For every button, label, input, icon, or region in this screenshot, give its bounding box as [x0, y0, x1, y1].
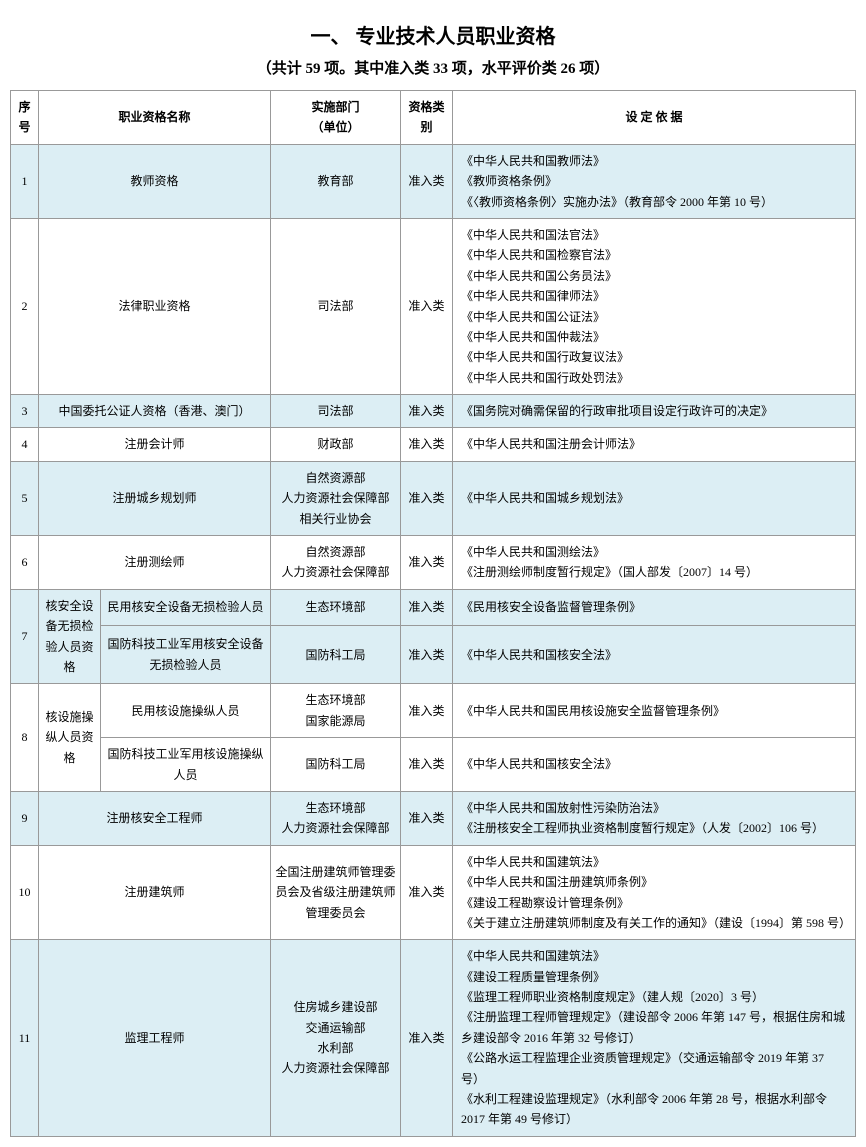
- cell-cat: 准入类: [401, 461, 453, 535]
- cell-dept: 自然资源部 人力资源社会保障部: [271, 536, 401, 590]
- table-row: 4 注册会计师 财政部 准入类 《中华人民共和国注册会计师法》: [11, 428, 856, 461]
- cell-dept: 生态环境部 国家能源局: [271, 684, 401, 738]
- table-row: 2 法律职业资格 司法部 准入类 《中华人民共和国法官法》 《中华人民共和国检察…: [11, 218, 856, 394]
- cell-name: 国防科技工业军用核设施操纵人员: [101, 738, 271, 792]
- table-row: 6 注册测绘师 自然资源部 人力资源社会保障部 准入类 《中华人民共和国测绘法》…: [11, 536, 856, 590]
- table-row: 9 注册核安全工程师 生态环境部 人力资源社会保障部 准入类 《中华人民共和国放…: [11, 791, 856, 845]
- table-row: 5 注册城乡规划师 自然资源部 人力资源社会保障部 相关行业协会 准入类 《中华…: [11, 461, 856, 535]
- cell-seq: 8: [11, 684, 39, 792]
- cell-name: 注册建筑师: [39, 845, 271, 940]
- cell-dept: 生态环境部 人力资源社会保障部: [271, 791, 401, 845]
- cell-group: 核设施操纵人员资格: [39, 684, 101, 792]
- cell-dept: 国防科工局: [271, 738, 401, 792]
- cell-basis: 《民用核安全设备监督管理条例》: [453, 589, 856, 625]
- cell-cat: 准入类: [401, 845, 453, 940]
- cell-basis: 《中华人民共和国核安全法》: [453, 626, 856, 684]
- cell-cat: 准入类: [401, 940, 453, 1137]
- cell-basis: 《中华人民共和国注册会计师法》: [453, 428, 856, 461]
- col-dept: 实施部门 （单位）: [271, 91, 401, 145]
- col-seq: 序号: [11, 91, 39, 145]
- cell-seq: 9: [11, 791, 39, 845]
- cell-dept: 司法部: [271, 218, 401, 394]
- cell-cat: 准入类: [401, 428, 453, 461]
- table-row: 3 中国委托公证人资格（香港、澳门） 司法部 准入类 《国务院对确需保留的行政审…: [11, 395, 856, 428]
- cell-dept: 住房城乡建设部 交通运输部 水利部 人力资源社会保障部: [271, 940, 401, 1137]
- cell-name: 中国委托公证人资格（香港、澳门）: [39, 395, 271, 428]
- cell-group: 核安全设备无损检验人员资格: [39, 589, 101, 684]
- cell-basis: 《中华人民共和国建筑法》 《建设工程质量管理条例》 《监理工程师职业资格制度规定…: [453, 940, 856, 1137]
- table-row: 7 核安全设备无损检验人员资格 民用核安全设备无损检验人员 生态环境部 准入类 …: [11, 589, 856, 625]
- table-row: 国防科技工业军用核设施操纵人员 国防科工局 准入类 《中华人民共和国核安全法》: [11, 738, 856, 792]
- cell-cat: 准入类: [401, 218, 453, 394]
- cell-seq: 6: [11, 536, 39, 590]
- cell-cat: 准入类: [401, 791, 453, 845]
- cell-dept: 教育部: [271, 144, 401, 218]
- cell-seq: 10: [11, 845, 39, 940]
- cell-name: 法律职业资格: [39, 218, 271, 394]
- qualification-table: 序号 职业资格名称 实施部门 （单位） 资格类别 设 定 依 据 1 教师资格 …: [10, 90, 856, 1137]
- cell-basis: 《中华人民共和国建筑法》 《中华人民共和国注册建筑师条例》 《建设工程勘察设计管…: [453, 845, 856, 940]
- cell-basis: 《中华人民共和国教师法》 《教师资格条例》 《〈教师资格条例〉实施办法》（教育部…: [453, 144, 856, 218]
- cell-name: 国防科技工业军用核安全设备无损检验人员: [101, 626, 271, 684]
- cell-name: 注册会计师: [39, 428, 271, 461]
- cell-name: 注册核安全工程师: [39, 791, 271, 845]
- cell-cat: 准入类: [401, 589, 453, 625]
- table-row: 国防科技工业军用核安全设备无损检验人员 国防科工局 准入类 《中华人民共和国核安…: [11, 626, 856, 684]
- cell-seq: 5: [11, 461, 39, 535]
- cell-dept: 生态环境部: [271, 589, 401, 625]
- cell-name: 民用核设施操纵人员: [101, 684, 271, 738]
- cell-cat: 准入类: [401, 738, 453, 792]
- table-row: 1 教师资格 教育部 准入类 《中华人民共和国教师法》 《教师资格条例》 《〈教…: [11, 144, 856, 218]
- cell-basis: 《中华人民共和国民用核设施安全监督管理条例》: [453, 684, 856, 738]
- page-title: 一、 专业技术人员职业资格: [10, 20, 856, 49]
- cell-dept: 国防科工局: [271, 626, 401, 684]
- table-row: 8 核设施操纵人员资格 民用核设施操纵人员 生态环境部 国家能源局 准入类 《中…: [11, 684, 856, 738]
- cell-basis: 《中华人民共和国法官法》 《中华人民共和国检察官法》 《中华人民共和国公务员法》…: [453, 218, 856, 394]
- cell-cat: 准入类: [401, 626, 453, 684]
- cell-basis: 《中华人民共和国放射性污染防治法》 《注册核安全工程师执业资格制度暂行规定》（人…: [453, 791, 856, 845]
- cell-basis: 《中华人民共和国测绘法》 《注册测绘师制度暂行规定》（国人部发〔2007〕14 …: [453, 536, 856, 590]
- cell-name: 注册城乡规划师: [39, 461, 271, 535]
- cell-name: 教师资格: [39, 144, 271, 218]
- cell-basis: 《中华人民共和国核安全法》: [453, 738, 856, 792]
- cell-seq: 11: [11, 940, 39, 1137]
- table-row: 10 注册建筑师 全国注册建筑师管理委员会及省级注册建筑师管理委员会 准入类 《…: [11, 845, 856, 940]
- col-cat: 资格类别: [401, 91, 453, 145]
- cell-seq: 4: [11, 428, 39, 461]
- cell-cat: 准入类: [401, 395, 453, 428]
- cell-seq: 3: [11, 395, 39, 428]
- cell-dept: 全国注册建筑师管理委员会及省级注册建筑师管理委员会: [271, 845, 401, 940]
- col-basis: 设 定 依 据: [453, 91, 856, 145]
- cell-dept: 司法部: [271, 395, 401, 428]
- cell-basis: 《中华人民共和国城乡规划法》: [453, 461, 856, 535]
- cell-cat: 准入类: [401, 144, 453, 218]
- cell-seq: 7: [11, 589, 39, 684]
- cell-dept: 自然资源部 人力资源社会保障部 相关行业协会: [271, 461, 401, 535]
- page-subtitle: （共计 59 项。其中准入类 33 项，水平评价类 26 项）: [10, 57, 856, 78]
- cell-basis: 《国务院对确需保留的行政审批项目设定行政许可的决定》: [453, 395, 856, 428]
- cell-seq: 2: [11, 218, 39, 394]
- cell-name: 民用核安全设备无损检验人员: [101, 589, 271, 625]
- cell-name: 监理工程师: [39, 940, 271, 1137]
- cell-dept: 财政部: [271, 428, 401, 461]
- cell-cat: 准入类: [401, 536, 453, 590]
- cell-name: 注册测绘师: [39, 536, 271, 590]
- col-name: 职业资格名称: [39, 91, 271, 145]
- cell-seq: 1: [11, 144, 39, 218]
- cell-cat: 准入类: [401, 684, 453, 738]
- table-row: 11 监理工程师 住房城乡建设部 交通运输部 水利部 人力资源社会保障部 准入类…: [11, 940, 856, 1137]
